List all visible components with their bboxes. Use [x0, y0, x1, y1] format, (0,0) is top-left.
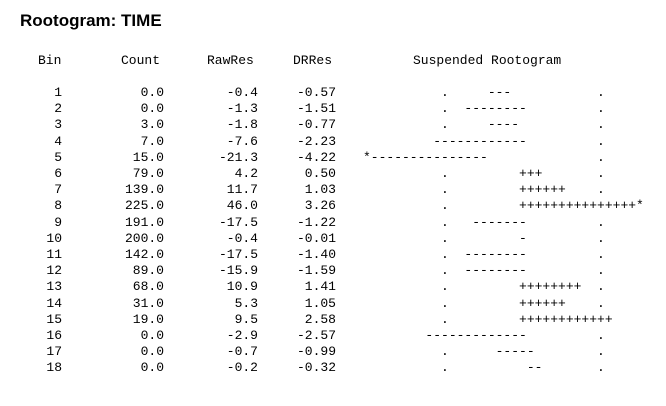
count-cell: 200.0	[124, 230, 164, 246]
bin-cell: 17	[46, 344, 62, 360]
bin-cell: 7	[54, 182, 62, 198]
header-bin: Bin	[38, 53, 62, 68]
drres-cell: -1.59	[296, 263, 336, 279]
bin-cell: 5	[54, 149, 62, 165]
rootogram-bar: ------------- .	[363, 328, 605, 343]
rootogram-bar: . +++ .	[363, 166, 605, 181]
rootogram-bar: . -- .	[363, 360, 605, 376]
count-cell: 0.0	[140, 101, 164, 117]
rawres-cell: -21.3	[218, 149, 258, 165]
count-cell: 68.0	[132, 279, 164, 295]
bin-cell: 18	[46, 360, 62, 376]
drres-cell: -1.22	[296, 214, 336, 230]
rawres-cell: -0.4	[226, 85, 258, 100]
drres-cell: -4.22	[296, 149, 336, 165]
rawres-cell: -17.5	[218, 247, 258, 262]
count-cell: 79.0	[132, 166, 164, 181]
count-cell: 89.0	[132, 263, 164, 279]
rootogram-bar: *--------------- .	[363, 149, 605, 165]
rootogram-bar: . - .	[363, 230, 605, 246]
rootogram-bar: . ++++++++++++	[363, 311, 613, 327]
bin-cell: 16	[46, 328, 62, 343]
bin-cell: 4	[54, 133, 62, 149]
bin-cell: 6	[54, 166, 62, 181]
drres-cell: -2.57	[296, 328, 336, 343]
drres-cell: 1.41	[304, 279, 336, 295]
rootogram-bar: . ---- .	[363, 117, 605, 133]
count-cell: 0.0	[140, 328, 164, 343]
rawres-cell: -2.9	[226, 328, 258, 343]
rawres-cell: -0.7	[226, 344, 258, 360]
rawres-cell: 46.0	[226, 198, 258, 214]
rawres-cell: 10.9	[226, 279, 258, 295]
bin-cell: 14	[46, 295, 62, 311]
drres-cell: 1.03	[304, 182, 336, 198]
rootogram-bar: . -------- .	[363, 263, 605, 279]
drres-cell: -0.57	[296, 85, 336, 100]
rawres-cell: -17.5	[218, 214, 258, 230]
rawres-cell: -1.8	[226, 117, 258, 133]
rawres-cell: -7.6	[226, 133, 258, 149]
bin-cell: 2	[54, 101, 62, 117]
drres-cell: -1.40	[296, 247, 336, 262]
rootogram-bar: . ----- .	[363, 344, 605, 360]
rootogram-bar: . -------- .	[363, 101, 605, 117]
bin-cell: 15	[46, 311, 62, 327]
drres-cell: -0.01	[296, 230, 336, 246]
rawres-cell: -1.3	[226, 101, 258, 117]
drres-cell: -2.23	[296, 133, 336, 149]
header-drres: DRRes	[293, 53, 333, 68]
header-count: Count	[121, 53, 161, 68]
count-cell: 191.0	[124, 214, 164, 230]
count-cell: 15.0	[132, 149, 164, 165]
count-cell: 3.0	[140, 117, 164, 133]
rootogram-bar: . -------- .	[363, 247, 605, 262]
rootogram-bar: . --- .	[363, 85, 605, 100]
rootogram-bar: ------------ .	[363, 133, 605, 149]
drres-cell: 1.05	[304, 295, 336, 311]
count-cell: 225.0	[124, 198, 164, 214]
drres-cell: -0.99	[296, 344, 336, 360]
rawres-cell: 11.7	[226, 182, 258, 198]
bin-cell: 1	[54, 85, 62, 100]
bin-cell: 11	[46, 247, 62, 262]
rootogram-bar: . ++++++++ .	[363, 279, 605, 295]
count-cell: 0.0	[140, 85, 164, 100]
header-rootogram: Suspended Rootogram	[413, 53, 562, 68]
rawres-cell: 9.5	[234, 311, 258, 327]
drres-cell: -0.32	[296, 360, 336, 376]
page-title: Rootogram: TIME	[20, 11, 162, 30]
count-cell: 0.0	[140, 360, 164, 376]
count-cell: 0.0	[140, 344, 164, 360]
rootogram-bar: . ------- .	[363, 214, 605, 230]
drres-cell: 2.58	[304, 311, 336, 327]
count-cell: 19.0	[132, 311, 164, 327]
rootogram-bar: . ++++++ .	[363, 295, 605, 311]
drres-cell: -1.51	[296, 101, 336, 117]
rawres-cell: -0.4	[226, 230, 258, 246]
drres-cell: 0.50	[304, 166, 336, 181]
rootogram-bar: . ++++++ .	[363, 182, 605, 198]
drres-cell: -0.77	[296, 117, 336, 133]
count-cell: 31.0	[132, 295, 164, 311]
bin-cell: 9	[54, 214, 62, 230]
rawres-cell: -0.2	[226, 360, 258, 376]
rawres-cell: 4.2	[234, 166, 258, 181]
bin-cell: 10	[46, 230, 62, 246]
count-cell: 139.0	[124, 182, 164, 198]
header-rawres: RawRes	[207, 53, 254, 68]
bin-cell: 3	[54, 117, 62, 133]
bin-cell: 13	[46, 279, 62, 295]
rawres-cell: 5.3	[234, 295, 258, 311]
bin-cell: 8	[54, 198, 62, 214]
drres-cell: 3.26	[304, 198, 336, 214]
bin-cell: 12	[46, 263, 62, 279]
rootogram-bar: . +++++++++++++++*	[363, 198, 644, 214]
count-cell: 142.0	[124, 247, 164, 262]
count-cell: 7.0	[140, 133, 164, 149]
rawres-cell: -15.9	[218, 263, 258, 279]
